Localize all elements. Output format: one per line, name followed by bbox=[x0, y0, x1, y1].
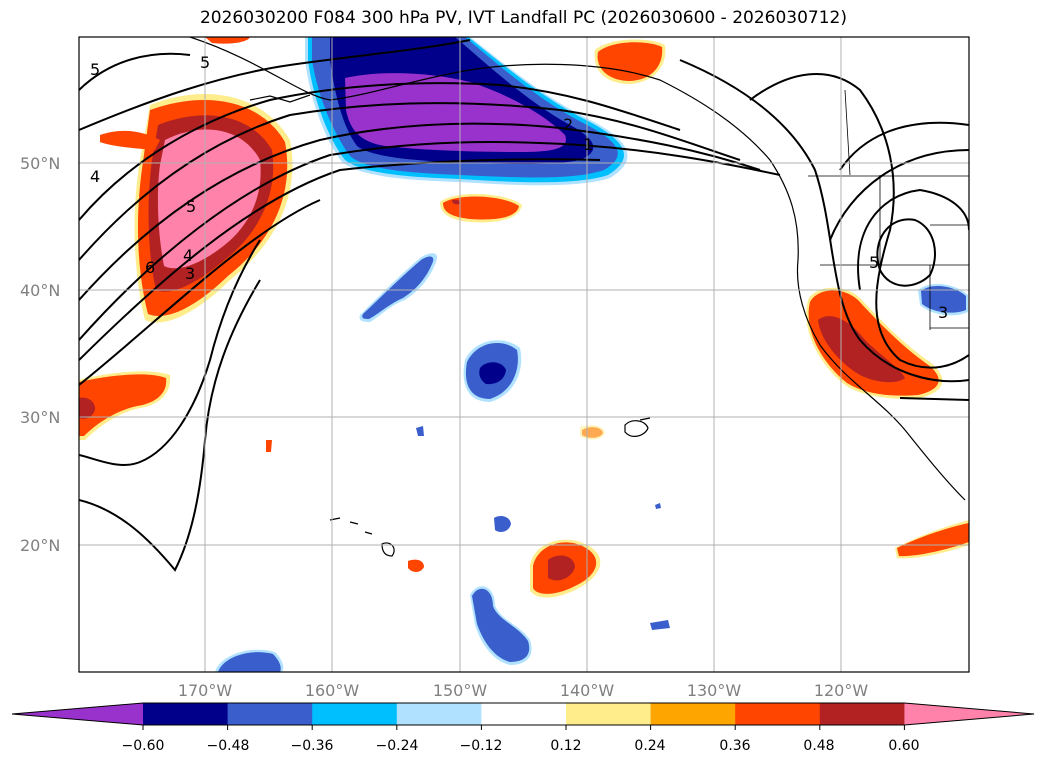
contour-label: 5 bbox=[90, 60, 100, 79]
lat-label: 30°N bbox=[20, 408, 60, 427]
colorbar-tick-label: −0.48 bbox=[207, 738, 250, 754]
contour-label: 3 bbox=[938, 303, 948, 322]
gridlines bbox=[79, 37, 969, 672]
colorbar-tick-label: −0.36 bbox=[291, 738, 334, 754]
lon-label: 130°W bbox=[687, 681, 742, 700]
colorbar-segments bbox=[12, 703, 1034, 725]
lon-label: 170°W bbox=[178, 681, 233, 700]
lon-label: 160°W bbox=[305, 681, 360, 700]
coastlines bbox=[189, 37, 966, 557]
colorbar-tick-labels: −0.60 −0.48 −0.36 −0.24 −0.12 0.12 0.24 … bbox=[122, 738, 920, 754]
contour-label: 4 bbox=[183, 246, 193, 265]
colorbar-segment bbox=[819, 703, 905, 725]
latitude-labels: 50°N 40°N 30°N 20°N bbox=[20, 154, 60, 555]
colorbar-extend-low bbox=[12, 703, 143, 725]
lon-label: 150°W bbox=[433, 681, 488, 700]
contour-label: 3 bbox=[185, 264, 195, 283]
lon-label: 140°W bbox=[560, 681, 615, 700]
colorbar-tick-label: 0.48 bbox=[803, 738, 834, 754]
contour-label: 5 bbox=[200, 53, 210, 72]
map-title: 2026030200 F084 300 hPa PV, IVT Landfall… bbox=[199, 8, 847, 28]
contour-label: 5 bbox=[186, 197, 196, 216]
contour-label: 5 bbox=[869, 253, 879, 272]
colorbar-tick-label: 0.12 bbox=[550, 738, 581, 754]
contour-label: 4 bbox=[90, 167, 100, 186]
lon-label: 120°W bbox=[814, 681, 869, 700]
political-borders bbox=[808, 89, 969, 330]
contour-label: 2 bbox=[563, 115, 573, 134]
colorbar-tick-label: −0.60 bbox=[122, 738, 165, 754]
colorbar-extend-high bbox=[904, 703, 1034, 725]
colorbar-ticks bbox=[142, 725, 905, 730]
longitude-labels: 170°W 160°W 150°W 140°W 130°W 120°W bbox=[178, 681, 869, 700]
plot-frame bbox=[78, 36, 970, 673]
lat-label: 20°N bbox=[20, 536, 60, 555]
colorbar-tick-label: 0.24 bbox=[634, 738, 665, 754]
lat-label: 50°N bbox=[20, 154, 60, 173]
colorbar-segment bbox=[396, 703, 482, 725]
contour-labels: 5 5 4 5 6 4 3 2 1 5 3 bbox=[90, 53, 948, 322]
colorbar-tick-label: −0.24 bbox=[376, 738, 419, 754]
colorbar-tick-label: 0.60 bbox=[888, 738, 919, 754]
colorbar-tick-label: −0.12 bbox=[460, 738, 503, 754]
colorbar-segment bbox=[312, 703, 398, 725]
colorbar: −0.60 −0.48 −0.36 −0.24 −0.12 0.12 0.24 … bbox=[11, 702, 1035, 754]
colorbar-segment bbox=[735, 703, 821, 725]
colorbar-segment bbox=[227, 703, 313, 725]
colorbar-tick-label: 0.36 bbox=[719, 738, 750, 754]
colorbar-segment bbox=[566, 703, 652, 725]
contour-label: 1 bbox=[583, 135, 593, 154]
contour-label: 6 bbox=[145, 258, 155, 277]
colorbar-segment bbox=[481, 703, 567, 725]
colorbar-segment bbox=[650, 703, 736, 725]
lat-label: 40°N bbox=[20, 281, 60, 300]
colorbar-segment bbox=[143, 703, 229, 725]
